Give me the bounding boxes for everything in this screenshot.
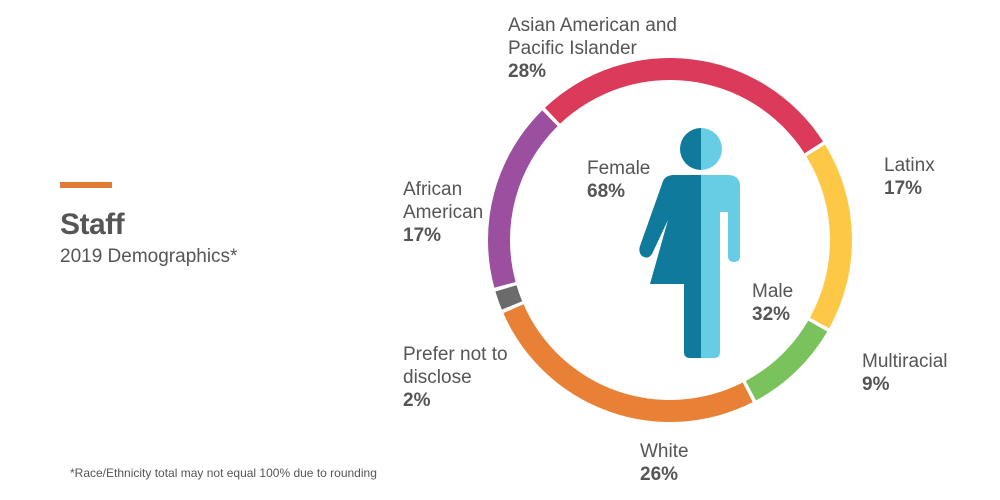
donut-slice-prefer-not-to-disclose	[495, 285, 523, 310]
slice-value-prefer-not: 2%	[403, 390, 431, 411]
slice-name-prefer-not: Prefer not to disclose	[403, 344, 508, 388]
gender-figure	[639, 128, 740, 358]
slice-value-african: 17%	[403, 225, 442, 246]
label-african-american: African American 17%	[403, 178, 503, 247]
donut-slice-white	[503, 304, 753, 423]
gender-name-female: Female	[587, 158, 651, 179]
page-subtitle: 2019 Demographics*	[60, 246, 238, 267]
donut-slice-multiracial	[745, 320, 828, 401]
slice-value-multiracial: 9%	[862, 374, 890, 395]
slice-name-african: African American	[403, 179, 484, 223]
label-male: Male 32%	[752, 280, 793, 326]
gender-value-female: 68%	[587, 181, 626, 202]
slice-name-multiracial: Multiracial	[862, 351, 948, 372]
gender-name-male: Male	[752, 281, 794, 302]
slice-value-asian: 28%	[508, 61, 547, 82]
slice-value-white: 26%	[640, 464, 679, 485]
label-white: White 26%	[640, 440, 689, 486]
footnote: *Race/Ethnicity total may not equal 100%…	[70, 466, 377, 480]
slice-name-latinx: Latinx	[884, 155, 935, 176]
label-female: Female 68%	[587, 157, 650, 203]
page-title: Staff	[60, 208, 125, 241]
label-multiracial: Multiracial 9%	[862, 350, 948, 396]
gender-value-male: 32%	[752, 304, 791, 325]
slice-name-white: White	[640, 441, 689, 462]
slice-name-asian: Asian American and Pacific Islander	[508, 15, 677, 59]
accent-bar	[60, 182, 112, 188]
label-prefer-not: Prefer not to disclose 2%	[403, 343, 528, 412]
donut-slice-latinx	[806, 144, 852, 329]
ethnicity-donut	[487, 58, 852, 423]
male-figure-half	[701, 128, 740, 358]
slice-value-latinx: 17%	[884, 178, 923, 199]
donut-slice-african-american	[487, 110, 558, 288]
label-asian-american: Asian American and Pacific Islander 28%	[508, 14, 708, 83]
donut-slice-asian-american-and-pacific-islander	[544, 58, 824, 154]
label-latinx: Latinx 17%	[884, 154, 935, 200]
female-figure-half	[639, 128, 701, 358]
